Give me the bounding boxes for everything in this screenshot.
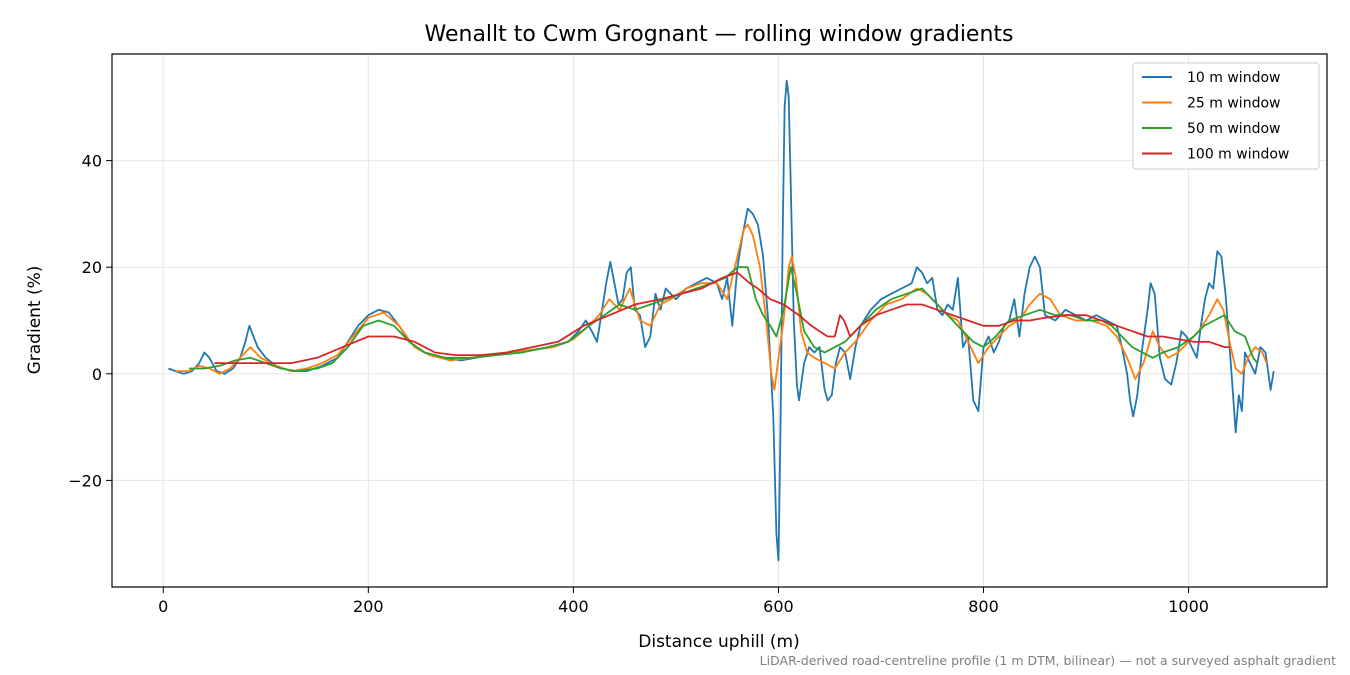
- legend-label: 25 m window: [1187, 96, 1280, 112]
- x-tick-label: 0: [158, 597, 168, 616]
- y-tick-label: 40: [82, 152, 102, 171]
- x-axis-label: Distance uphill (m): [638, 632, 799, 652]
- footnote: LiDAR-derived road-centreline profile (1…: [760, 653, 1336, 668]
- x-axis-ticks: 0 200 400 600 800 1000: [158, 587, 1209, 616]
- legend-label: 10 m window: [1187, 70, 1280, 86]
- legend: 10 m window 25 m window 50 m window 100 m w…: [1132, 62, 1320, 170]
- y-tick-label: −20: [68, 471, 102, 490]
- y-axis-ticks: −20 0 20 40: [68, 152, 112, 490]
- series-line-2: [175, 223, 1268, 391]
- x-tick-label: 800: [968, 597, 999, 616]
- series-line-1: [168, 79, 1275, 562]
- series-line-3: [188, 266, 1259, 372]
- x-tick-label: 600: [763, 597, 794, 616]
- legend-label: 50 m window: [1187, 121, 1280, 137]
- legend-box: [1132, 62, 1320, 170]
- chart-title: Wenallt to Cwm Grognant — rolling window…: [425, 22, 1014, 47]
- y-tick-label: 20: [82, 258, 102, 277]
- series-line-4: [214, 271, 1230, 364]
- series-layer: [168, 79, 1275, 562]
- x-tick-label: 1000: [1168, 597, 1209, 616]
- x-tick-label: 400: [558, 597, 589, 616]
- y-tick-label: 0: [92, 365, 102, 384]
- legend-label: 100 m window: [1187, 147, 1289, 163]
- plot-frame: [111, 53, 1328, 588]
- y-axis-label: Gradient (%): [25, 266, 45, 375]
- x-tick-label: 200: [353, 597, 384, 616]
